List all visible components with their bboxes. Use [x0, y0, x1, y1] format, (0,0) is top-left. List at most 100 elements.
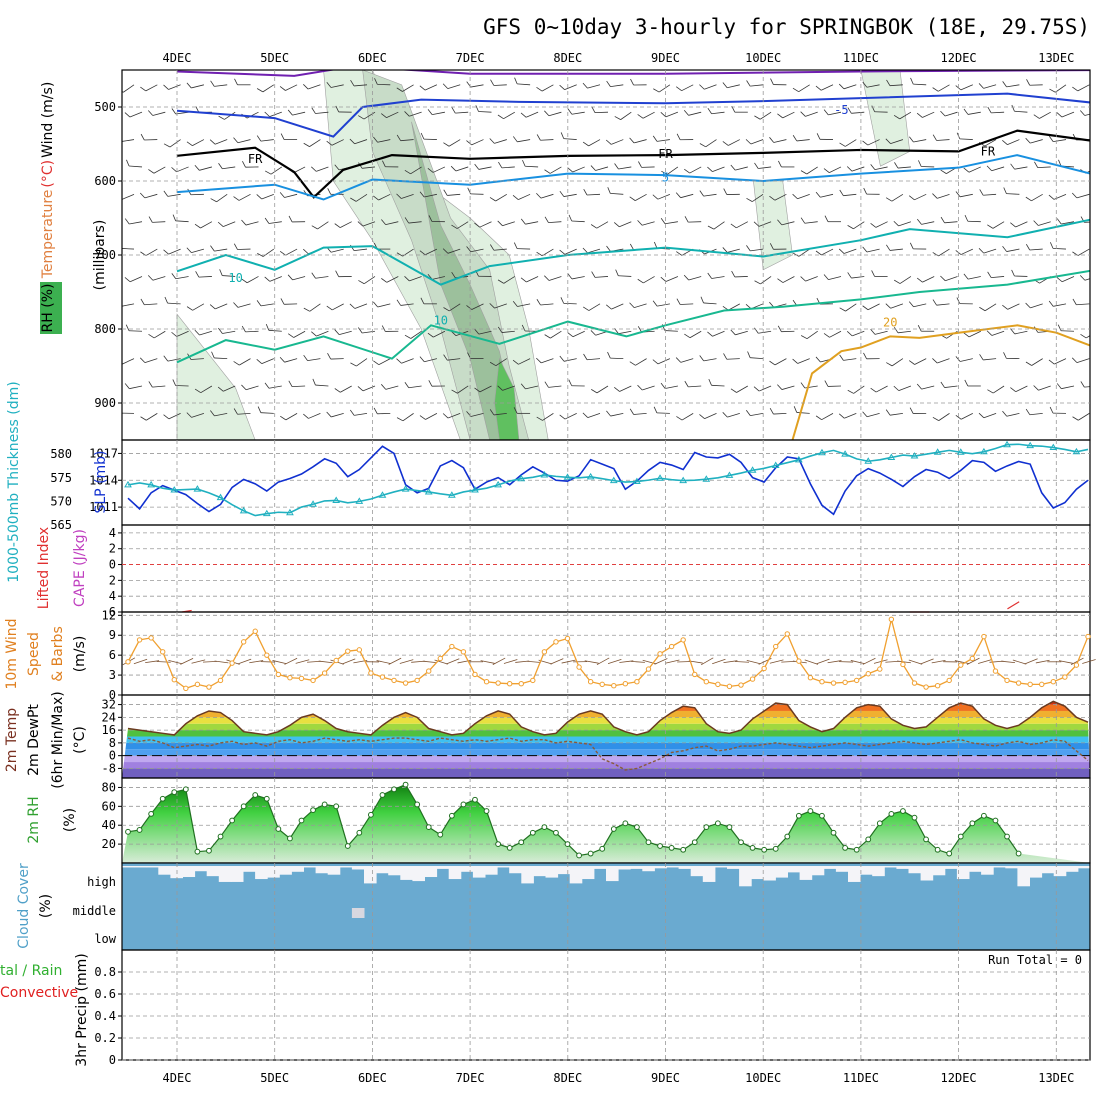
high-cloud-bar [424, 866, 438, 878]
wind-barb [908, 193, 927, 201]
wind-barb-staff [914, 358, 927, 365]
wind-barb-staff [759, 111, 772, 120]
wind-barb-staff [525, 111, 539, 118]
high-cloud-bar [630, 866, 643, 869]
upper-air-legend-part: Temperature [40, 190, 56, 280]
dewpoint-line [127, 737, 1089, 771]
wind-barb [559, 413, 577, 420]
wind-barb-staff [191, 248, 205, 254]
wind-barb-staff [983, 84, 997, 89]
wind-barb-flag [683, 274, 689, 281]
wind-barb-staff [938, 84, 950, 92]
temp-ylabel-part: (6hr Min/Max) [50, 691, 66, 788]
wind-barb-flag [148, 381, 153, 388]
wind-barb [211, 351, 228, 359]
rh-point [287, 835, 293, 842]
wind-barb-flag [955, 356, 961, 362]
wind-barb-staff [936, 139, 950, 141]
wind-barb-flag [358, 115, 365, 120]
wind-barb-staff [867, 303, 880, 311]
wind-barb [349, 409, 368, 416]
wind-barb [870, 221, 888, 228]
wind-barb-staff [168, 412, 181, 420]
wind-barb-flag [607, 351, 611, 359]
wind-barb-staff [433, 330, 446, 338]
wind-barb [326, 139, 344, 146]
wind-speed-point [888, 616, 895, 623]
wind-barb [171, 108, 189, 115]
wind-speed-point [368, 670, 374, 676]
wind-barb-staff [386, 111, 399, 119]
wind-barb [652, 300, 670, 307]
wind-barb-flag [590, 165, 596, 171]
wind-barb-flag [916, 383, 922, 390]
wind-barb-staff [774, 193, 787, 201]
wind-barb-staff [843, 193, 857, 197]
wind-barb-flag [419, 250, 426, 256]
wind-speed-point [599, 681, 605, 688]
wind-barb-flag [287, 274, 293, 281]
wind-speed-point [1027, 681, 1033, 688]
wind-barb-flag [792, 358, 798, 364]
wind-barb-staff [269, 276, 282, 282]
wind-barb [614, 163, 632, 170]
wind-barb-staff [796, 412, 810, 414]
wind-speed-point [402, 680, 409, 686]
wind-speed-point [391, 677, 397, 684]
wind-barb-flag [279, 356, 285, 363]
wind-barb [264, 276, 282, 282]
thickness-marker [910, 452, 919, 459]
wind-barb [513, 242, 531, 250]
wind-barb-staff [713, 221, 725, 230]
wind-barb-staff [1053, 303, 1067, 307]
wind-speed-point [611, 683, 617, 689]
wind-barb-flag [916, 112, 923, 118]
wind-barb-staff [129, 165, 143, 168]
high-cloud-bar [460, 866, 474, 872]
wind-barb [256, 84, 275, 93]
wind-barb-flag [582, 141, 589, 147]
surface-wind-barb [295, 659, 310, 664]
wind-barb [163, 412, 181, 420]
wind-barb-staff [1053, 139, 1067, 142]
wind-barb-flag [676, 416, 683, 421]
wind-barb [349, 303, 368, 309]
wind-barb [653, 84, 671, 93]
rh-point [761, 846, 768, 853]
wind-barb-staff [944, 221, 958, 224]
wind-barb-flag [908, 195, 915, 201]
wind-barb-flag [163, 414, 170, 420]
wind-barb-staff [362, 221, 376, 227]
wind-barb-flag [311, 166, 317, 172]
wind-barb [256, 193, 274, 200]
wind-barb [217, 221, 236, 227]
wind-barb-flag [1010, 328, 1015, 335]
thickness-marker [748, 466, 757, 473]
wind-barb [381, 276, 399, 283]
wind-barb-flag [497, 220, 503, 226]
mid-cloud-bar [351, 908, 365, 918]
wind-barb [396, 299, 414, 306]
thickness-marker [656, 474, 664, 481]
wind-barb [264, 166, 283, 175]
wind-barb-flag [568, 379, 573, 386]
surface-wind-barb [318, 660, 333, 664]
wind-barb [559, 190, 577, 197]
wind-barb-flag [442, 83, 449, 89]
rh-point [321, 801, 328, 808]
wind-barb-staff [967, 111, 981, 115]
wind-barb [916, 276, 935, 283]
wind-barb-staff [890, 303, 904, 309]
wind-barb [1002, 245, 1020, 252]
wind-barb-flag [559, 84, 565, 90]
wind-barb-staff [268, 385, 282, 389]
wind-barb-flag [419, 191, 425, 198]
wind-barb-staff [991, 276, 1005, 278]
wind-barb [373, 407, 391, 415]
wind-barb-staff [805, 276, 818, 282]
wind-barb-staff [548, 276, 562, 281]
wind-barb-staff [261, 358, 274, 365]
wind-barb [769, 137, 787, 143]
wind-speed-point [969, 655, 976, 662]
surface-wind-barb [1012, 659, 1027, 665]
